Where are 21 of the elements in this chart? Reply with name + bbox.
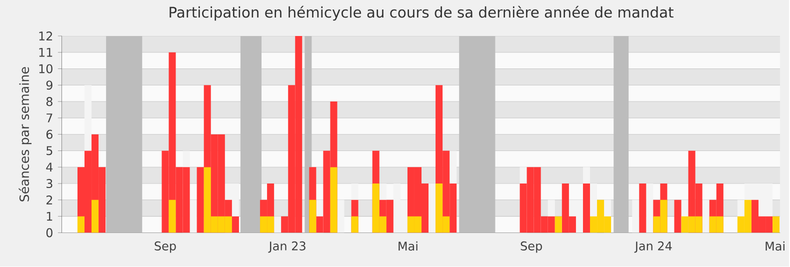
y-tick-label: 4 bbox=[46, 162, 53, 172]
y-tick-label: 8 bbox=[46, 97, 52, 106]
y-tick-label: 7 bbox=[46, 114, 52, 122]
y-tick-label: 3 bbox=[46, 179, 52, 188]
y-tick-label: 10 bbox=[39, 64, 52, 74]
y-tick-label: 11 bbox=[39, 48, 52, 57]
y-axis-title: Séances par semaine bbox=[18, 67, 32, 202]
x-tick-label: Sep bbox=[154, 242, 176, 253]
y-tick-label: 6 bbox=[46, 130, 52, 140]
x-tick-label: Mai bbox=[766, 242, 784, 251]
x-tick-label: Jan 24 bbox=[634, 242, 672, 253]
chart-title: Participation en hémicycle au cours de sa dernière année de mandat bbox=[170, 6, 674, 21]
y-tick-label: 12 bbox=[39, 32, 52, 41]
y-tick-label: 1 bbox=[46, 212, 52, 221]
y-tick-label: 2 bbox=[46, 196, 52, 205]
x-tick-label: Jan 23 bbox=[268, 242, 306, 253]
x-tick-label: Mai bbox=[398, 242, 418, 251]
x-tick-label: Sep bbox=[520, 242, 542, 253]
y-tick-label: 5 bbox=[46, 146, 52, 156]
y-tick-label: 9 bbox=[46, 80, 52, 90]
y-tick-label: 0 bbox=[46, 228, 52, 238]
